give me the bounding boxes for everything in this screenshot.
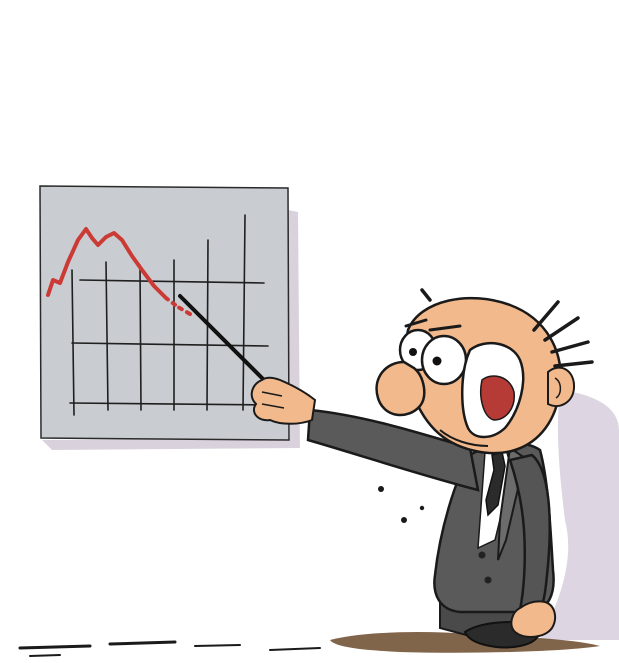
tie	[485, 451, 506, 517]
right-pupil	[432, 356, 442, 366]
right-eye	[420, 334, 468, 386]
nose	[375, 360, 426, 417]
right-hand	[510, 600, 557, 638]
presenter-character-icon	[250, 288, 594, 649]
jacket-button	[478, 551, 486, 559]
wall-shadow	[540, 390, 619, 640]
hair	[420, 288, 594, 368]
pointer-stick-icon	[178, 294, 270, 386]
sweat-drops	[378, 486, 425, 523]
left-pupil	[409, 348, 417, 356]
jacket-button	[484, 576, 492, 584]
floor-shadow	[18, 632, 600, 657]
declining-trend-line-icon	[46, 227, 192, 316]
pointing-arm	[306, 408, 480, 492]
pointing-hand	[250, 376, 317, 425]
